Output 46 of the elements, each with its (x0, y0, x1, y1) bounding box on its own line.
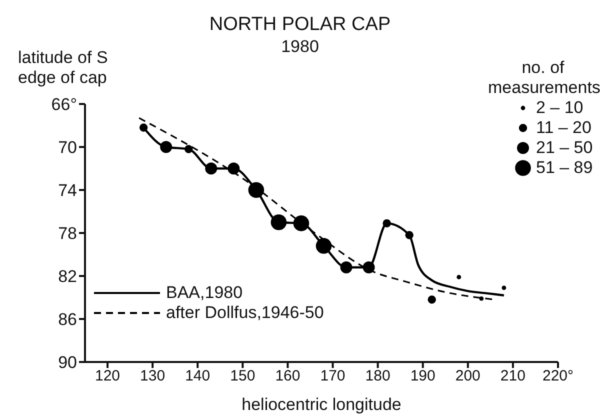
x-tick-label: 200 (455, 368, 480, 385)
point (228, 162, 240, 174)
x-tick-label: 140 (185, 368, 210, 385)
y-tick-label: 86 (58, 310, 77, 330)
point (362, 261, 375, 274)
x-tick-label: 190 (410, 368, 436, 385)
x-tick-label: 150 (230, 368, 256, 385)
legend-label: after Dollfus,1946-50 (166, 303, 324, 323)
x-tick-label: 160 (275, 368, 300, 385)
y-tick-label: 74 (58, 181, 77, 200)
x-tick-label: 170 (320, 368, 346, 385)
legend-label: 51 – 89 (536, 158, 593, 178)
y-tick-label: 70 (58, 138, 77, 158)
legend-label: 11 – 20 (536, 118, 592, 138)
y-tick-label: 90 (58, 353, 77, 372)
y-axis-title: latitude of S edge of cap (18, 48, 109, 88)
point (479, 296, 484, 301)
chart-subtitle: 1980 (281, 37, 319, 56)
x-tick-label: 220° (542, 368, 574, 385)
point (340, 261, 352, 274)
x-tick-label: 120 (95, 368, 120, 385)
legend-title: no. of measurements (488, 58, 600, 98)
legend-label: BAA,1980 (166, 283, 243, 303)
y-tick-label: 66° (51, 95, 77, 114)
point (139, 124, 148, 132)
point (248, 182, 264, 198)
point (405, 231, 414, 240)
legend-label: 2 – 10 (536, 98, 584, 118)
point (502, 286, 506, 290)
point (270, 214, 287, 230)
y-tick-label: 78 (58, 224, 77, 244)
x-axis-title: heliocentric longitude (242, 395, 402, 414)
point (293, 215, 310, 232)
point (316, 238, 332, 254)
point (205, 162, 218, 174)
point (456, 274, 462, 280)
legend-label: 21 – 50 (536, 138, 593, 158)
y-tick-label: 82 (58, 267, 77, 286)
point (184, 145, 193, 154)
x-tick-label: 130 (140, 368, 166, 385)
x-tick-label: 180 (365, 368, 390, 385)
point (382, 219, 391, 228)
x-tick-label: 210 (500, 368, 526, 385)
chart-title: NORTH POLAR CAP (208, 14, 392, 36)
point (428, 296, 436, 304)
point (160, 141, 172, 153)
